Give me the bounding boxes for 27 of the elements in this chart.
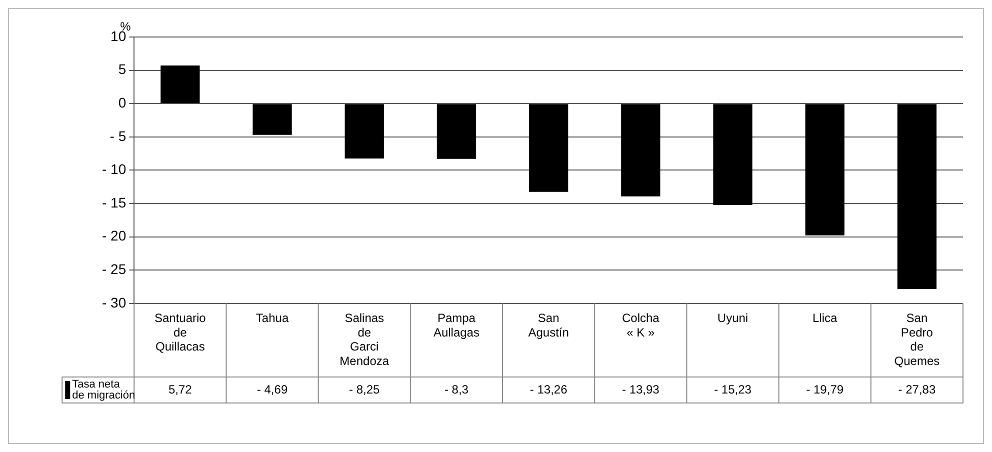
data-label: - 13,93 bbox=[622, 382, 660, 396]
x-tick-label: San Agustín bbox=[528, 310, 569, 340]
x-tick-label: Llica bbox=[812, 310, 838, 325]
data-label: - 13,26 bbox=[530, 382, 568, 396]
legend-label: Tasa neta de migración bbox=[72, 378, 136, 402]
x-tick-label: Santuario de Quillacas bbox=[154, 310, 206, 354]
x-tick-label: Tahua bbox=[256, 310, 289, 325]
x-tick-label: Uyuni bbox=[717, 310, 748, 325]
x-tick-label: San Pedro de Quemes bbox=[894, 310, 940, 368]
data-label: 5,72 bbox=[168, 382, 192, 396]
y-tick-label: - 20 bbox=[102, 228, 126, 244]
y-tick-label: 0 bbox=[118, 94, 126, 110]
data-label: - 4,69 bbox=[256, 382, 288, 396]
y-tick-label: - 15 bbox=[102, 194, 126, 210]
x-tick-label: Pampa Aullagas bbox=[433, 310, 480, 340]
data-label: - 27,83 bbox=[898, 382, 936, 396]
y-tick-label: - 25 bbox=[102, 260, 126, 277]
x-tick-label: Colcha « K » bbox=[622, 310, 660, 340]
data-label: - 8,25 bbox=[349, 382, 380, 396]
data-label: - 15,23 bbox=[714, 382, 752, 396]
y-tick-label: - 30 bbox=[102, 294, 126, 310]
x-tick-label: Salinas de Garci Mendoza bbox=[340, 310, 390, 368]
y-tick-label: - 10 bbox=[102, 161, 126, 178]
data-label: - 8,3 bbox=[444, 382, 469, 396]
y-tick-label: 5 bbox=[118, 61, 126, 78]
data-label: - 19,79 bbox=[806, 382, 844, 396]
y-tick-label: - 5 bbox=[110, 128, 126, 144]
